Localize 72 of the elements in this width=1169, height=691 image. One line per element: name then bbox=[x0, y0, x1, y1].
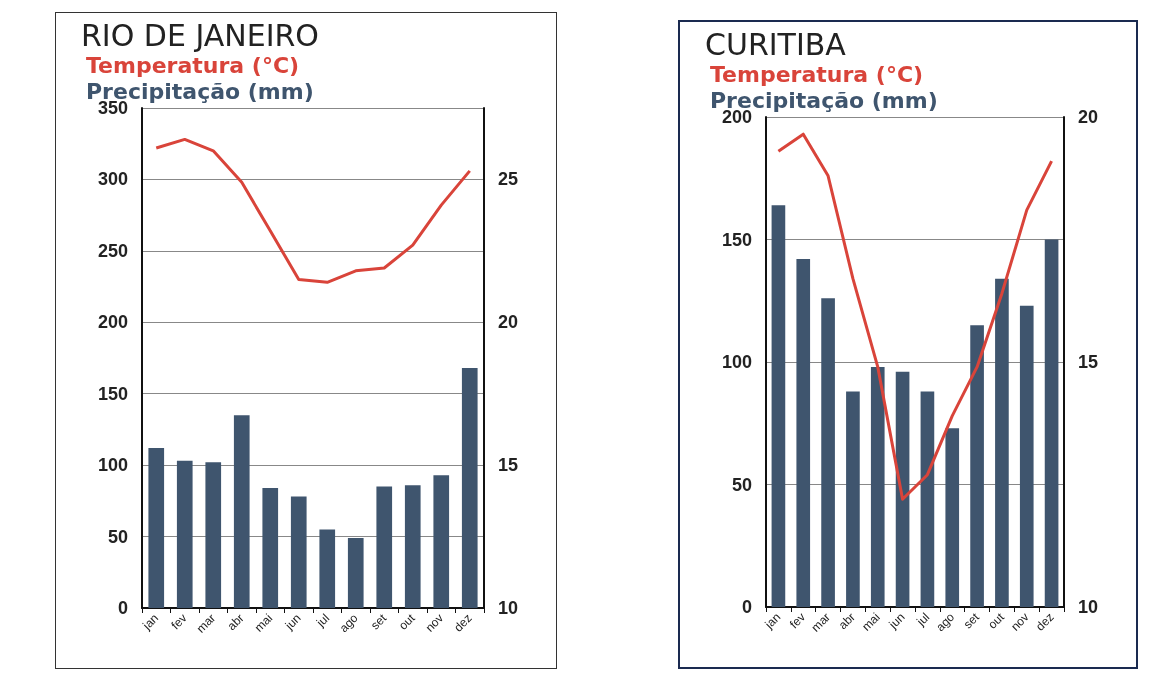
bar bbox=[233, 415, 250, 608]
text: Temperatura (°C) bbox=[86, 52, 300, 78]
x-tick-label: ago bbox=[933, 609, 958, 635]
x-tick-label: set bbox=[960, 609, 983, 632]
y-tick-label: 150 bbox=[721, 229, 752, 250]
x-tick-label: nov bbox=[1008, 610, 1032, 634]
line-series bbox=[776, 132, 1054, 501]
bar bbox=[148, 448, 165, 608]
y-tick-label: 200 bbox=[97, 312, 128, 333]
x-tick-label: jul bbox=[313, 611, 333, 631]
bar bbox=[771, 205, 786, 607]
x-tick-label: mar bbox=[193, 611, 219, 636]
bar bbox=[1019, 305, 1034, 607]
x-tick-label: mar bbox=[808, 610, 834, 635]
y2-tick-label: 15 bbox=[1078, 352, 1099, 372]
bar bbox=[319, 529, 336, 608]
x-tick-label: out bbox=[396, 610, 419, 633]
y2-tick-label: 15 bbox=[498, 455, 519, 476]
y2-tick-label: 20 bbox=[1078, 107, 1099, 127]
bar bbox=[846, 391, 860, 607]
bar bbox=[347, 538, 364, 608]
bar bbox=[995, 278, 1009, 607]
x-tick-label: out bbox=[985, 609, 1008, 632]
bar bbox=[970, 325, 984, 607]
bar bbox=[1044, 239, 1059, 607]
bar bbox=[404, 485, 421, 608]
bar bbox=[205, 462, 222, 608]
y-tick-label: 100 bbox=[721, 352, 752, 372]
x-tick-label: jul bbox=[913, 610, 933, 630]
x-tick-label: ago bbox=[336, 610, 361, 636]
y2-tick-label: 10 bbox=[1078, 597, 1099, 617]
y-tick-label: 100 bbox=[97, 455, 128, 476]
bar bbox=[433, 475, 450, 608]
y-tick-label: 0 bbox=[117, 598, 128, 618]
x-tick-label: nov bbox=[422, 611, 447, 635]
x-tick-label: fev bbox=[168, 611, 190, 633]
x-tick-label: mai bbox=[251, 611, 276, 635]
x-tick-label: jun bbox=[281, 611, 304, 633]
y-tick-label: 50 bbox=[107, 526, 128, 547]
y-tick-label: 0 bbox=[741, 597, 752, 617]
bar bbox=[176, 460, 193, 608]
x-tick-label: abr bbox=[224, 611, 247, 634]
bar bbox=[461, 368, 478, 608]
x-tick-label: mai bbox=[859, 610, 883, 634]
bar bbox=[821, 298, 835, 607]
y-tick-label: 150 bbox=[97, 383, 128, 404]
y-tick-label: 300 bbox=[97, 169, 128, 190]
bar bbox=[262, 488, 279, 608]
x-tick-label: jan bbox=[139, 611, 162, 633]
y-tick-label: 250 bbox=[97, 240, 128, 261]
bar bbox=[376, 486, 393, 608]
bar bbox=[796, 259, 811, 607]
text: Temperatura (°C) bbox=[710, 61, 924, 87]
y2-tick-label: 20 bbox=[498, 312, 519, 333]
bar bbox=[895, 371, 910, 607]
x-tick-label: dez bbox=[1032, 610, 1057, 634]
x-tick-label: abr bbox=[835, 610, 858, 633]
bar bbox=[290, 496, 307, 608]
x-tick-label: set bbox=[367, 610, 390, 633]
bar bbox=[920, 391, 935, 607]
x-tick-label: jan bbox=[761, 610, 784, 632]
y2-tick-label: 10 bbox=[498, 598, 519, 618]
x-tick-label: jun bbox=[885, 610, 908, 632]
chart-title: RIO DE JANEIRO bbox=[81, 17, 319, 53]
y2-tick-label: 25 bbox=[498, 169, 519, 190]
x-tick-label: fev bbox=[786, 610, 809, 632]
bar bbox=[870, 366, 885, 607]
x-tick-label: dez bbox=[451, 611, 475, 635]
line-series bbox=[154, 137, 472, 284]
chart-title: CURITIBA bbox=[705, 26, 847, 62]
bar bbox=[945, 428, 960, 607]
y-tick-label: 50 bbox=[731, 474, 752, 495]
